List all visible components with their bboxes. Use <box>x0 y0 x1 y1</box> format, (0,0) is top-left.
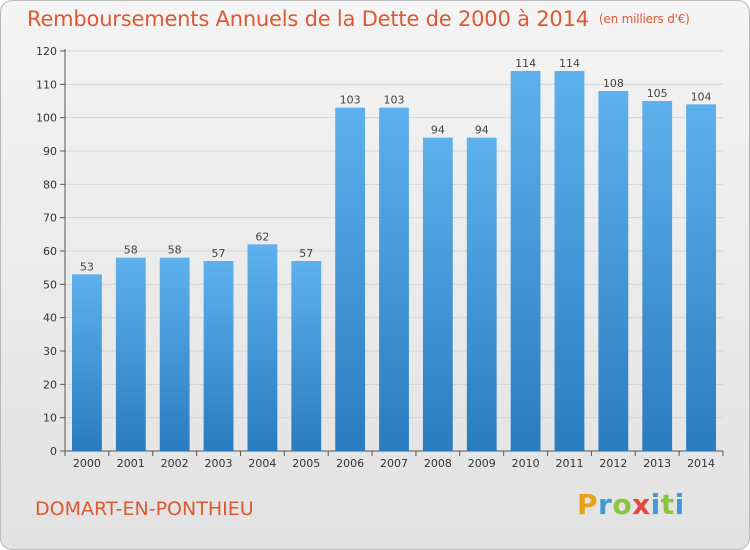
bar-2003 <box>203 261 234 451</box>
bars <box>72 71 716 452</box>
value-label-2004: 62 <box>255 230 269 243</box>
brand-letter: P <box>577 488 599 521</box>
x-tick-label-2014: 2014 <box>687 457 715 470</box>
y-tick-label: 40 <box>43 312 57 325</box>
x-tick-label-2003: 2003 <box>205 457 233 470</box>
proxiti-logo: Proxiti <box>577 488 685 521</box>
value-label-2002: 58 <box>168 244 182 257</box>
brand-letter: i <box>650 488 661 521</box>
bar-2007 <box>379 107 409 452</box>
value-label-2001: 58 <box>124 244 138 257</box>
bar-2011 <box>554 71 585 451</box>
y-tick-label: 0 <box>50 445 57 458</box>
x-tick-label-2002: 2002 <box>161 457 189 470</box>
x-tick-label-2000: 2000 <box>73 457 101 470</box>
x-tick-label-2010: 2010 <box>512 457 540 470</box>
y-tick-label: 120 <box>36 45 57 58</box>
y-tick-label: 80 <box>43 178 57 191</box>
bar-2014 <box>686 104 716 451</box>
chart-title-text: Remboursements Annuels de la Dette de 20… <box>27 7 589 31</box>
y-tick-label: 50 <box>43 278 57 291</box>
value-label-2013: 105 <box>647 87 668 100</box>
x-tick-label-2012: 2012 <box>599 457 627 470</box>
y-tick-label: 90 <box>43 145 57 158</box>
labels: 0 10 20 30 40 50 60 70 80 90 100 110 120 53 2000 58 2001… <box>36 45 715 470</box>
y-tick-label: 10 <box>43 412 57 425</box>
x-tick-label-2007: 2007 <box>380 457 408 470</box>
bar-2006 <box>335 107 366 452</box>
brand-letter: o <box>612 488 633 521</box>
bar-2002 <box>159 257 190 451</box>
y-tick-label: 30 <box>43 345 57 358</box>
value-label-2009: 94 <box>475 124 489 137</box>
x-tick-label-2001: 2001 <box>117 457 145 470</box>
value-label-2012: 108 <box>603 77 624 90</box>
x-tick-label-2013: 2013 <box>643 457 671 470</box>
x-tick-label-2008: 2008 <box>424 457 452 470</box>
bar-2000 <box>72 274 102 451</box>
value-label-2010: 114 <box>515 57 536 70</box>
y-tick-label: 70 <box>43 212 57 225</box>
value-label-2003: 57 <box>212 247 226 260</box>
x-tick-label-2004: 2004 <box>248 457 276 470</box>
value-label-2005: 57 <box>299 247 313 260</box>
value-label-2008: 94 <box>431 124 445 137</box>
brand-letter: i <box>674 488 685 521</box>
value-label-2014: 104 <box>691 90 712 103</box>
bar-2009 <box>466 137 497 451</box>
commune-name: DOMART-EN-PONTHIEU <box>35 498 254 520</box>
value-label-2000: 53 <box>80 260 94 273</box>
chart-unit: (en milliers d'€) <box>598 12 690 26</box>
y-tick-label: 20 <box>43 378 57 391</box>
brand-letter: t <box>660 488 675 521</box>
bar-2012 <box>598 91 629 451</box>
x-tick-label-2011: 2011 <box>555 457 583 470</box>
bar-2004 <box>247 244 278 451</box>
value-label-2007: 103 <box>384 94 405 107</box>
y-tick-label: 60 <box>43 245 57 258</box>
brand-letter: x <box>632 488 651 521</box>
x-tick-label-2005: 2005 <box>292 457 320 470</box>
value-label-2006: 103 <box>340 94 361 107</box>
bar-2001 <box>115 257 146 451</box>
bar-2008 <box>422 137 453 451</box>
bar-2013 <box>642 101 673 451</box>
x-tick-label-2006: 2006 <box>336 457 364 470</box>
brand-letter: r <box>598 488 613 521</box>
value-label-2011: 114 <box>559 57 580 70</box>
bar-2005 <box>291 261 322 451</box>
x-tick-label-2009: 2009 <box>468 457 496 470</box>
chart-title: Remboursements Annuels de la Dette de 20… <box>27 7 690 31</box>
y-tick-label: 110 <box>36 78 57 91</box>
y-tick-label: 100 <box>36 112 57 125</box>
bar-2010 <box>510 71 541 451</box>
